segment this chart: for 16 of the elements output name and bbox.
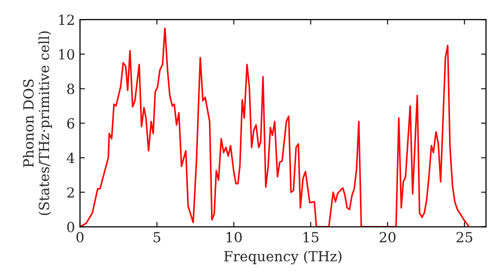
x-axis-title: Frequency (THz) <box>224 250 342 264</box>
x-tick-label: 0 <box>76 232 84 242</box>
y-tick-label: 6 <box>67 118 74 129</box>
y-tick-label: 12 <box>59 14 74 25</box>
y-tick-label: 0 <box>67 222 74 232</box>
y-tick-label: 8 <box>67 84 74 94</box>
x-tick-label: 25 <box>456 232 472 242</box>
y-tick-label: 4 <box>66 152 74 164</box>
line-series <box>80 27 470 227</box>
x-tick-label: 20 <box>380 232 396 242</box>
y-axis-title: Phonon DOS (States/THz·primitive cell) <box>22 31 52 216</box>
y-tick-label: 2 <box>67 187 74 198</box>
x-tick-label: 15 <box>304 232 318 242</box>
x-tick-label: 10 <box>226 232 242 242</box>
x-tick-label: 5 <box>154 232 160 242</box>
y-tick-label: 10 <box>59 49 74 60</box>
